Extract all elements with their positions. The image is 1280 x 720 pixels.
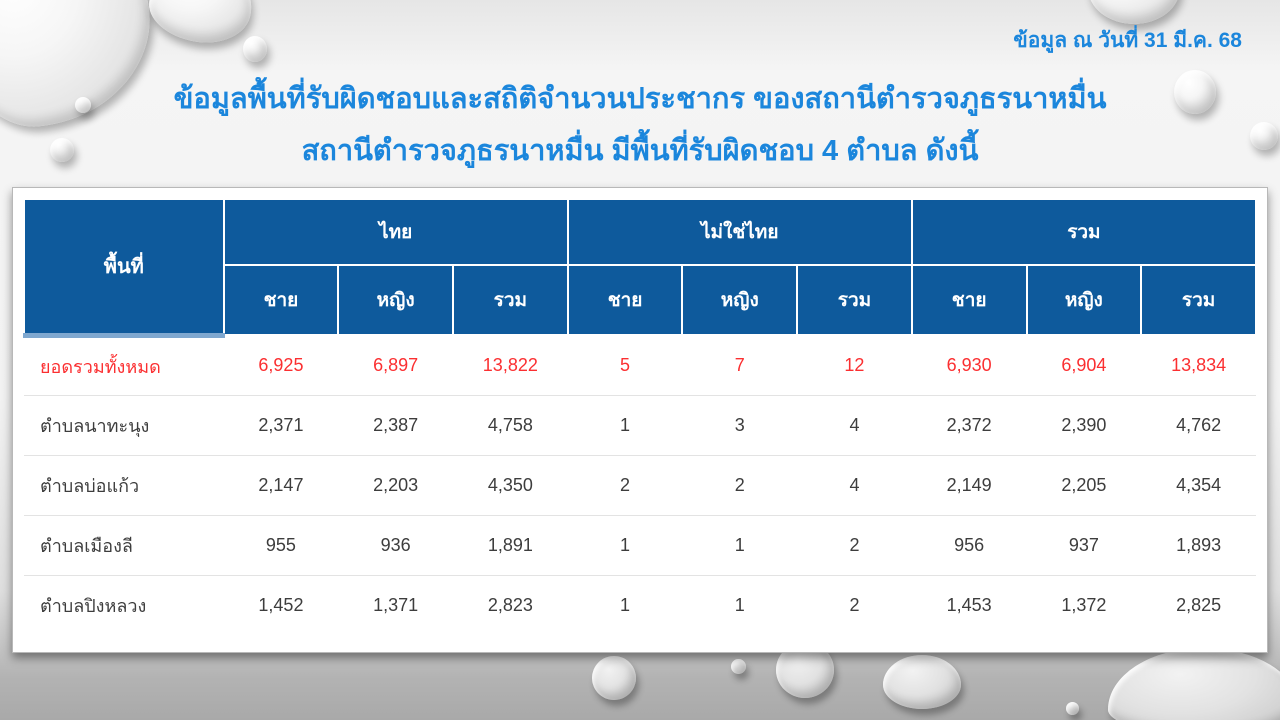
table-row: ยอดรวมทั้งหมด 6,925 6,897 13,822 5 7 12 … (24, 335, 1256, 396)
value-cell: 13,834 (1141, 335, 1256, 396)
droplet-icon (1174, 70, 1216, 114)
value-cell: 937 (1026, 515, 1142, 576)
value-cell: 1 (567, 515, 683, 576)
value-cell: 1 (682, 515, 798, 576)
group-header-grand-total: รวม (910, 198, 1258, 266)
droplet-icon (592, 656, 636, 700)
value-cell: 4 (797, 455, 912, 516)
page-title: ข้อมูลพื้นที่รับผิดชอบและสถิติจำนวนประชา… (0, 74, 1280, 177)
droplet-icon (1066, 702, 1079, 715)
value-cell: 2 (567, 455, 683, 516)
value-cell: 936 (338, 515, 453, 576)
value-cell: 4,354 (1141, 455, 1256, 516)
value-cell: 955 (223, 515, 339, 576)
date-note: ข้อมูล ณ วันที่ 31 มี.ค. 68 (1013, 29, 1242, 52)
value-cell: 2,823 (452, 575, 568, 635)
area-cell: ตำบลบ่อแก้ว (24, 455, 224, 516)
area-cell: ตำบลนาทะนุง (24, 395, 224, 456)
population-table: พื้นที่ ไทย ไม่ใช่ไทย รวม ชาย หญิง รวม ช… (23, 198, 1258, 635)
table-header: พื้นที่ ไทย ไม่ใช่ไทย รวม ชาย หญิง รวม ช… (23, 198, 1258, 338)
value-cell: 1 (567, 395, 683, 456)
area-cell: ตำบลเมืองลี (24, 515, 224, 576)
subheader-all-total: รวม (1140, 264, 1257, 336)
subheader-nonthai-female: หญิง (681, 264, 799, 336)
droplet-icon (243, 36, 267, 62)
value-cell: 2,205 (1026, 455, 1142, 516)
value-cell: 4,758 (452, 395, 568, 456)
droplet-icon (1250, 122, 1278, 150)
value-cell: 2,371 (223, 395, 339, 456)
subheader-thai-female: หญิง (337, 264, 454, 336)
droplet-icon (731, 659, 746, 674)
droplet-icon (883, 655, 961, 709)
value-cell: 2 (797, 575, 912, 635)
group-header-non-thai: ไม่ใช่ไทย (566, 198, 913, 266)
value-cell: 4,350 (452, 455, 568, 516)
table-panel: พื้นที่ ไทย ไม่ใช่ไทย รวม ชาย หญิง รวม ช… (12, 187, 1268, 653)
value-cell: 1,891 (452, 515, 568, 576)
subheader-all-female: หญิง (1025, 264, 1143, 336)
value-cell: 1,893 (1141, 515, 1256, 576)
value-cell: 12 (797, 335, 912, 396)
value-cell: 2 (797, 515, 912, 576)
value-cell: 2,372 (911, 395, 1027, 456)
value-cell: 6,904 (1026, 335, 1142, 396)
value-cell: 956 (911, 515, 1027, 576)
title-line-1: ข้อมูลพื้นที่รับผิดชอบและสถิติจำนวนประชา… (173, 83, 1107, 115)
subheader-thai-total: รวม (451, 264, 569, 336)
value-cell: 2,147 (223, 455, 339, 516)
area-cell: ตำบลปิงหลวง (24, 575, 224, 635)
table-row: ตำบลปิงหลวง 1,452 1,371 2,823 1 1 2 1,45… (24, 575, 1256, 635)
value-cell: 1,453 (911, 575, 1027, 635)
value-cell: 2 (682, 455, 798, 516)
value-cell: 2,203 (338, 455, 453, 516)
value-cell: 1 (567, 575, 683, 635)
value-cell: 6,897 (338, 335, 453, 396)
droplet-icon (75, 97, 91, 113)
table-row: ตำบลบ่อแก้ว 2,147 2,203 4,350 2 2 4 2,14… (24, 455, 1256, 516)
table-row: ตำบลนาทะนุง 2,371 2,387 4,758 1 3 4 2,37… (24, 395, 1256, 456)
column-header-area: พื้นที่ (23, 198, 225, 338)
value-cell: 1,371 (338, 575, 453, 635)
value-cell: 5 (567, 335, 683, 396)
value-cell: 2,387 (338, 395, 453, 456)
group-header-thai: ไทย (222, 198, 569, 266)
subheader-nonthai-total: รวม (796, 264, 913, 336)
value-cell: 3 (682, 395, 798, 456)
value-cell: 2,825 (1141, 575, 1256, 635)
value-cell: 6,925 (223, 335, 339, 396)
value-cell: 6,930 (911, 335, 1027, 396)
value-cell: 1 (682, 575, 798, 635)
value-cell: 4 (797, 395, 912, 456)
droplet-icon (50, 138, 74, 162)
value-cell: 2,149 (911, 455, 1027, 516)
subheader-thai-male: ชาย (222, 264, 340, 336)
droplet-icon (143, 0, 259, 51)
table-body: ยอดรวมทั้งหมด 6,925 6,897 13,822 5 7 12 … (24, 335, 1256, 635)
title-line-2: สถานีตำรวจภูธรนาหมื่น มีพื้นที่รับผิดชอบ… (301, 134, 979, 167)
value-cell: 13,822 (452, 335, 568, 396)
droplet-icon (1108, 648, 1280, 720)
table-row: ตำบลเมืองลี 955 936 1,891 1 1 2 956 937 … (24, 515, 1256, 576)
value-cell: 7 (682, 335, 798, 396)
subheader-nonthai-male: ชาย (566, 264, 684, 336)
area-cell: ยอดรวมทั้งหมด (24, 335, 224, 396)
value-cell: 4,762 (1141, 395, 1256, 456)
droplet-icon (1088, 0, 1180, 24)
value-cell: 2,390 (1026, 395, 1142, 456)
subheader-all-male: ชาย (910, 264, 1028, 336)
value-cell: 1,452 (223, 575, 339, 635)
value-cell: 1,372 (1026, 575, 1142, 635)
